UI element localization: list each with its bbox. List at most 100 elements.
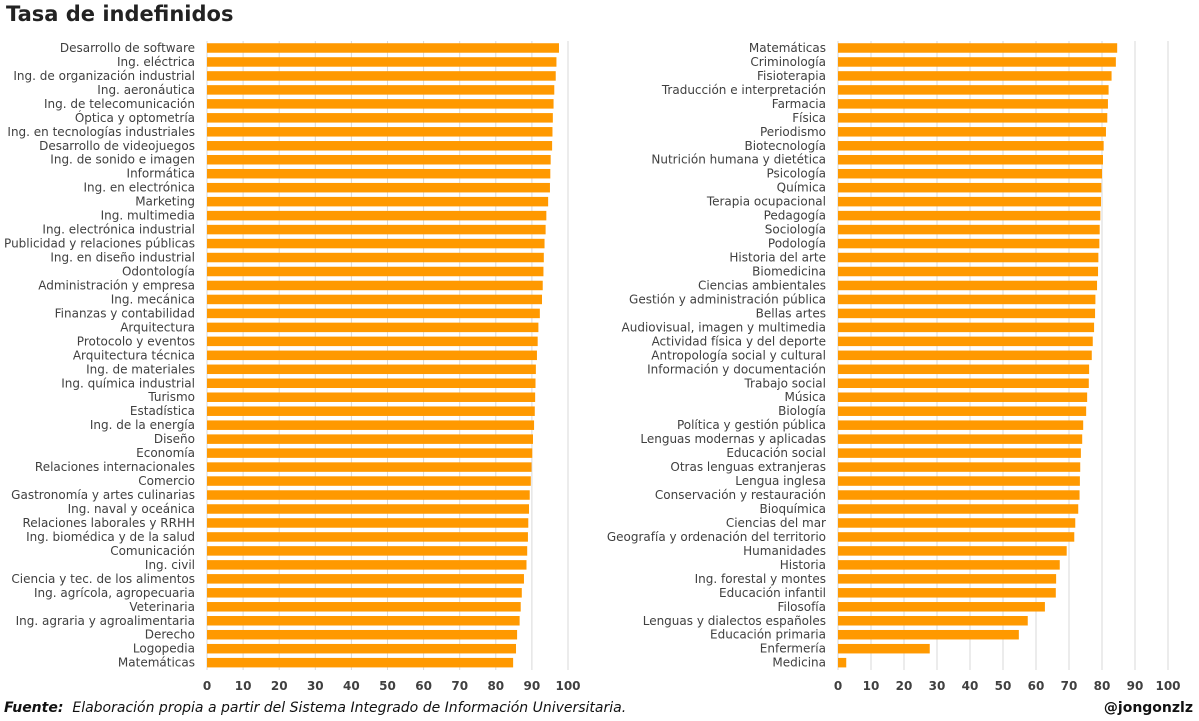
category-label: Matemáticas <box>749 41 826 55</box>
category-label: Fisioterapia <box>757 69 826 83</box>
x-tick-label: 10 <box>863 679 880 693</box>
bar <box>207 210 547 221</box>
x-tick-label: 100 <box>555 679 580 693</box>
category-label: Ciencias ambientales <box>698 278 826 292</box>
category-label: Ing. naval y oceánica <box>68 502 195 516</box>
category-label: Ing. en diseño industrial <box>50 251 195 265</box>
x-tick-label: 90 <box>524 679 541 693</box>
category-label: Conservación y restauración <box>655 488 826 502</box>
category-label: Ing. forestal y montes <box>695 572 826 586</box>
bar <box>207 406 535 416</box>
bar <box>207 350 537 361</box>
x-tick-label: 0 <box>834 679 842 693</box>
bar <box>207 154 551 165</box>
category-label: Ciencia y tec. de los alimentos <box>11 572 195 586</box>
category-label: Ing. química industrial <box>61 376 195 390</box>
x-tick-label: 100 <box>1155 679 1180 693</box>
bar <box>207 392 536 402</box>
category-label: Desarrollo de videojuegos <box>39 139 195 153</box>
category-label: Traducción e interpretación <box>661 83 826 97</box>
category-label: Gastronomía y artes culinarias <box>11 488 195 502</box>
category-label: Arquitectura <box>120 320 195 334</box>
bar <box>838 113 1108 123</box>
category-label: Gestión y administración pública <box>629 292 826 306</box>
bar <box>207 238 545 249</box>
x-tick-label: 80 <box>487 679 504 693</box>
category-label: Filosofía <box>777 600 826 614</box>
category-label: Periodismo <box>760 125 826 139</box>
bar <box>838 99 1108 109</box>
bar <box>207 266 544 277</box>
bar <box>838 643 930 654</box>
bar <box>207 99 554 109</box>
category-label: Ing. en electrónica <box>84 181 196 195</box>
x-tick-label: 10 <box>235 679 252 693</box>
bar <box>838 43 1118 53</box>
category-label: Ing. de la energía <box>90 418 195 432</box>
category-label: Matemáticas <box>118 656 195 670</box>
category-label: Historia <box>780 558 826 572</box>
bar <box>838 420 1084 430</box>
bar <box>207 574 524 584</box>
bar <box>838 127 1106 137</box>
bar <box>838 364 1090 375</box>
category-label: Ing. de sonido e imagen <box>50 153 195 167</box>
bar <box>207 420 535 430</box>
x-tick-label: 40 <box>962 679 979 693</box>
category-label: Derecho <box>145 628 195 642</box>
bar <box>838 490 1080 500</box>
bar <box>207 127 553 137</box>
category-label: Terapia ocupacional <box>706 195 826 209</box>
bar <box>207 294 543 305</box>
category-label: Podología <box>768 237 826 251</box>
bar <box>207 308 540 319</box>
bar <box>838 322 1095 333</box>
category-label: Ing. de materiales <box>86 362 195 376</box>
category-label: Logopedia <box>133 642 195 656</box>
category-label: Educación primaria <box>710 628 826 642</box>
bar <box>838 392 1088 402</box>
bar <box>838 85 1109 95</box>
bar <box>838 238 1100 249</box>
x-tick-label: 30 <box>307 679 324 693</box>
category-label: Comunicación <box>110 544 195 558</box>
category-label: Humanidades <box>743 544 826 558</box>
footer-source: Fuente: Elaboración propia a partir del … <box>4 700 626 716</box>
category-label: Turismo <box>147 390 195 404</box>
x-tick-label: 50 <box>995 679 1012 693</box>
category-label: Publicidad y relaciones públicas <box>4 237 195 251</box>
bar <box>207 518 529 528</box>
bar <box>838 294 1096 305</box>
category-label: Física <box>792 111 826 125</box>
category-label: Nutrición humana y dietética <box>651 153 826 167</box>
bar <box>838 308 1096 319</box>
x-tick-label: 20 <box>271 679 288 693</box>
category-label: Informática <box>127 167 195 181</box>
bar <box>838 574 1057 584</box>
bar <box>838 448 1081 458</box>
x-tick-label: 70 <box>451 679 468 693</box>
category-label: Educación social <box>726 446 826 460</box>
bar <box>207 57 557 67</box>
category-label: Sociología <box>765 223 826 237</box>
category-label: Ing. de telecomunicación <box>44 97 195 111</box>
bar <box>838 518 1076 528</box>
bar <box>207 196 549 207</box>
category-label: Biotecnología <box>744 139 826 153</box>
bar <box>838 280 1098 291</box>
bar <box>838 182 1102 193</box>
category-label: Ing. biomédica y de la salud <box>26 530 195 544</box>
bar <box>838 71 1112 81</box>
category-label: Criminología <box>750 55 826 69</box>
bar <box>838 141 1104 151</box>
bar <box>207 504 530 514</box>
category-label: Antropología social y cultural <box>651 348 826 362</box>
bar <box>207 182 550 193</box>
category-label: Enfermería <box>760 642 826 656</box>
bar <box>207 280 543 291</box>
category-label: Biología <box>778 404 826 418</box>
bar <box>207 434 533 444</box>
footer-label: Fuente: <box>4 700 64 716</box>
category-label: Ing. de organización industrial <box>13 69 195 83</box>
